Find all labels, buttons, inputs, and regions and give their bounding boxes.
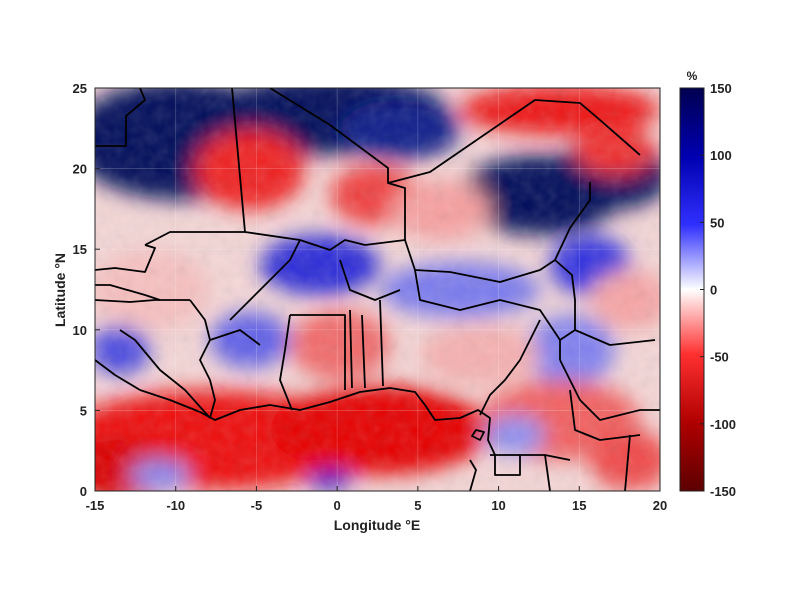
boundary-line [95,88,146,147]
colorbar-tick-label: 50 [710,215,724,230]
y-tick-label: 20 [73,162,87,177]
colorbar-tick-label: 150 [710,81,732,96]
boundary-line [574,329,656,346]
x-axis-ticks: -15 -10 -5 0 5 10 15 20 [86,486,667,513]
colorbar-tick-label: -50 [710,350,729,365]
x-tick-label: -5 [251,498,263,513]
x-axis-label: Longitude °E [334,517,420,533]
boundary-line [414,269,561,341]
boundary-line [544,454,551,491]
coastline [469,459,477,491]
x-tick-label: -10 [166,498,185,513]
x-tick-label: 0 [334,498,341,513]
y-axis-ticks: 0 5 10 15 20 25 [73,81,100,499]
boundary-line [361,314,366,389]
boundary-line [209,379,216,419]
coastline [95,359,496,456]
x-tick-label: 15 [572,498,586,513]
y-tick-label: 5 [80,403,87,418]
colorbar-unit: % [687,69,698,83]
y-tick-label: 15 [73,242,87,257]
boundary-line [119,329,211,419]
boundary-line [554,259,576,360]
x-tick-label: 10 [491,498,505,513]
colorbar-tick-label: -150 [710,484,736,499]
colorbar-ticks: 150 100 50 0 -50 -100 -150 [700,81,736,499]
boundary-line [95,299,190,303]
boundary-line [244,231,366,251]
x-tick-label: 5 [414,498,421,513]
boundary-line [144,88,246,246]
boundary-line [339,259,401,301]
boundary-line [490,454,571,461]
boundary-line [95,284,161,301]
anomaly-field [95,88,660,491]
y-axis-label: Latitude °N [52,253,68,327]
boundary-line [559,359,660,421]
boundary-line [349,309,353,389]
boundary-line [479,319,541,416]
boundary-line [364,182,406,246]
boundary-line [269,88,641,184]
y-tick-label: 10 [73,323,87,338]
boundary-line [569,389,641,441]
boundary-line [95,244,156,273]
field-texture [95,88,660,491]
axes-frame [94,87,661,492]
boundary-line [209,329,261,346]
y-tick-label: 0 [80,484,87,499]
x-tick-label: -15 [86,498,105,513]
y-tick-label: 25 [73,81,87,96]
boundary-line [290,314,346,390]
x-tick-label: 20 [653,498,667,513]
boundary-line [624,434,631,491]
colorbar-tick-label: 100 [710,148,732,163]
boundary-line [279,314,293,411]
boundary-line [229,239,301,321]
colorbar-tick-label: 0 [710,283,717,298]
boundary-line [379,299,384,387]
boundary-line [404,182,591,283]
colorbar-tick-label: -100 [710,417,736,432]
country-boundaries [95,88,660,491]
boundary-line [494,455,521,476]
island-bioko [471,429,485,441]
